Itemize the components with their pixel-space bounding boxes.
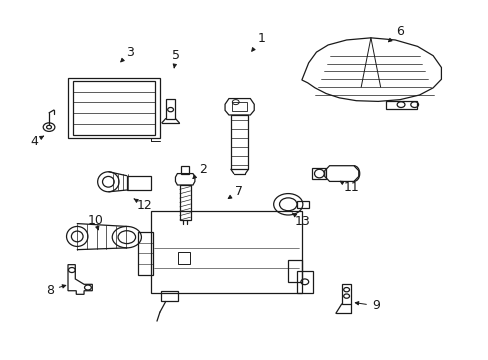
Text: 5: 5: [172, 49, 180, 68]
Text: 10: 10: [87, 213, 103, 230]
Bar: [180, 185, 190, 220]
Text: 13: 13: [292, 213, 310, 228]
Text: 6: 6: [387, 25, 403, 42]
Bar: [181, 166, 189, 174]
Bar: [126, 176, 151, 190]
Text: 3: 3: [121, 46, 134, 62]
Text: 2: 2: [193, 163, 207, 179]
Bar: [68, 78, 160, 138]
Bar: [151, 211, 301, 293]
Bar: [287, 260, 301, 282]
Text: 8: 8: [46, 284, 65, 297]
Bar: [231, 102, 247, 111]
Bar: [165, 99, 175, 118]
Bar: [385, 101, 416, 109]
Bar: [73, 81, 155, 135]
Text: 7: 7: [228, 185, 242, 198]
Bar: [341, 284, 351, 304]
Bar: [161, 291, 178, 301]
Text: 4: 4: [30, 135, 43, 148]
Text: 12: 12: [134, 199, 152, 212]
Bar: [311, 168, 325, 179]
Text: 9: 9: [355, 299, 379, 312]
Bar: [296, 201, 308, 208]
Bar: [178, 252, 190, 264]
Bar: [230, 115, 248, 169]
Text: 1: 1: [251, 32, 265, 51]
Bar: [137, 232, 153, 275]
Bar: [296, 271, 312, 293]
Text: 11: 11: [340, 181, 359, 194]
